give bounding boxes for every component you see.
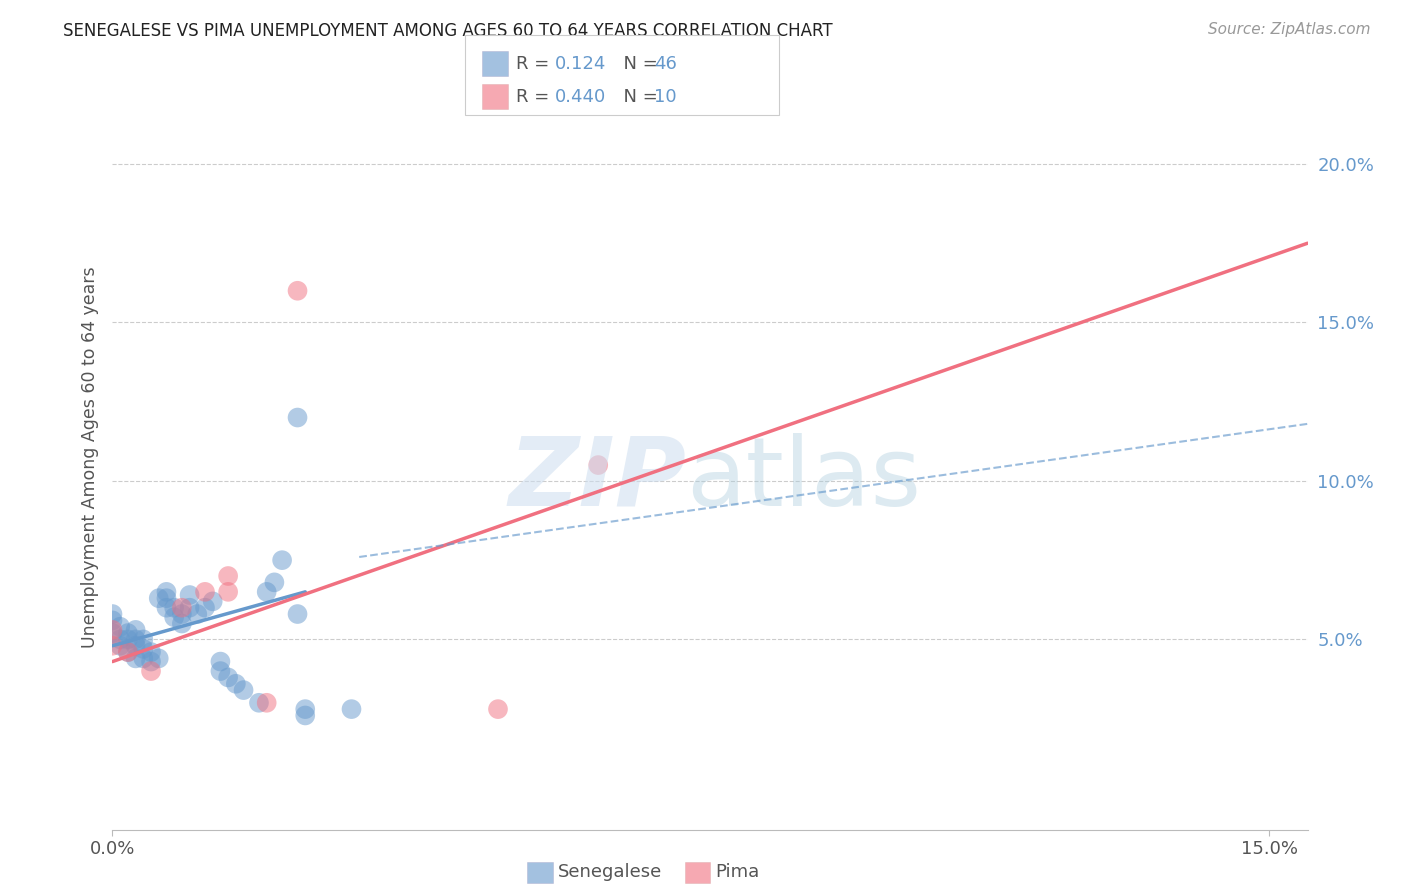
Text: R =: R = [516, 88, 555, 106]
Point [117, 626, 139, 640]
Text: 10: 10 [654, 88, 676, 106]
Point [132, 641, 155, 656]
Text: Senegalese: Senegalese [558, 863, 662, 881]
Point [139, 655, 162, 669]
Point [287, 284, 309, 298]
Point [117, 632, 139, 647]
Point [155, 600, 177, 615]
Text: ZIP: ZIP [508, 433, 686, 526]
Point [263, 575, 285, 590]
Point [108, 639, 131, 653]
Point [179, 600, 201, 615]
Point [486, 702, 509, 716]
Point [117, 645, 139, 659]
Point [209, 664, 232, 678]
Text: 0.124: 0.124 [555, 55, 607, 73]
Point [124, 632, 146, 647]
Point [217, 569, 239, 583]
Point [101, 613, 124, 627]
Point [139, 664, 162, 678]
Point [148, 591, 170, 606]
Text: Source: ZipAtlas.com: Source: ZipAtlas.com [1208, 22, 1371, 37]
Point [124, 651, 146, 665]
Point [132, 632, 155, 647]
Text: Pima: Pima [716, 863, 759, 881]
Point [232, 683, 254, 698]
Point [340, 702, 363, 716]
Point [586, 458, 609, 472]
Point [271, 553, 294, 567]
Point [155, 591, 177, 606]
Point [101, 639, 124, 653]
Y-axis label: Unemployment Among Ages 60 to 64 years: Unemployment Among Ages 60 to 64 years [80, 267, 98, 648]
Point [179, 588, 201, 602]
Text: N =: N = [612, 55, 664, 73]
Point [117, 645, 139, 659]
Point [217, 585, 239, 599]
Point [287, 607, 309, 621]
Point [256, 585, 278, 599]
Text: R =: R = [516, 55, 555, 73]
Point [124, 639, 146, 653]
Point [139, 645, 162, 659]
Text: 0.440: 0.440 [555, 88, 606, 106]
Point [217, 670, 239, 684]
Point [225, 677, 247, 691]
Point [132, 651, 155, 665]
Point [287, 410, 309, 425]
Point [209, 655, 232, 669]
Point [256, 696, 278, 710]
Point [148, 651, 170, 665]
Point [163, 610, 186, 624]
Point [101, 623, 124, 637]
Text: N =: N = [612, 88, 664, 106]
Point [170, 616, 193, 631]
Point [294, 702, 316, 716]
Point [124, 623, 146, 637]
Point [101, 607, 124, 621]
Point [101, 626, 124, 640]
Point [186, 607, 208, 621]
Text: 46: 46 [654, 55, 676, 73]
Point [247, 696, 270, 710]
Text: atlas: atlas [686, 433, 921, 526]
Point [294, 708, 316, 723]
Point [163, 600, 186, 615]
Point [194, 585, 217, 599]
Point [108, 620, 131, 634]
Point [108, 632, 131, 647]
Point [170, 600, 193, 615]
Text: SENEGALESE VS PIMA UNEMPLOYMENT AMONG AGES 60 TO 64 YEARS CORRELATION CHART: SENEGALESE VS PIMA UNEMPLOYMENT AMONG AG… [63, 22, 832, 40]
Point [201, 594, 224, 608]
Point [170, 607, 193, 621]
Point [194, 600, 217, 615]
Point [155, 585, 177, 599]
